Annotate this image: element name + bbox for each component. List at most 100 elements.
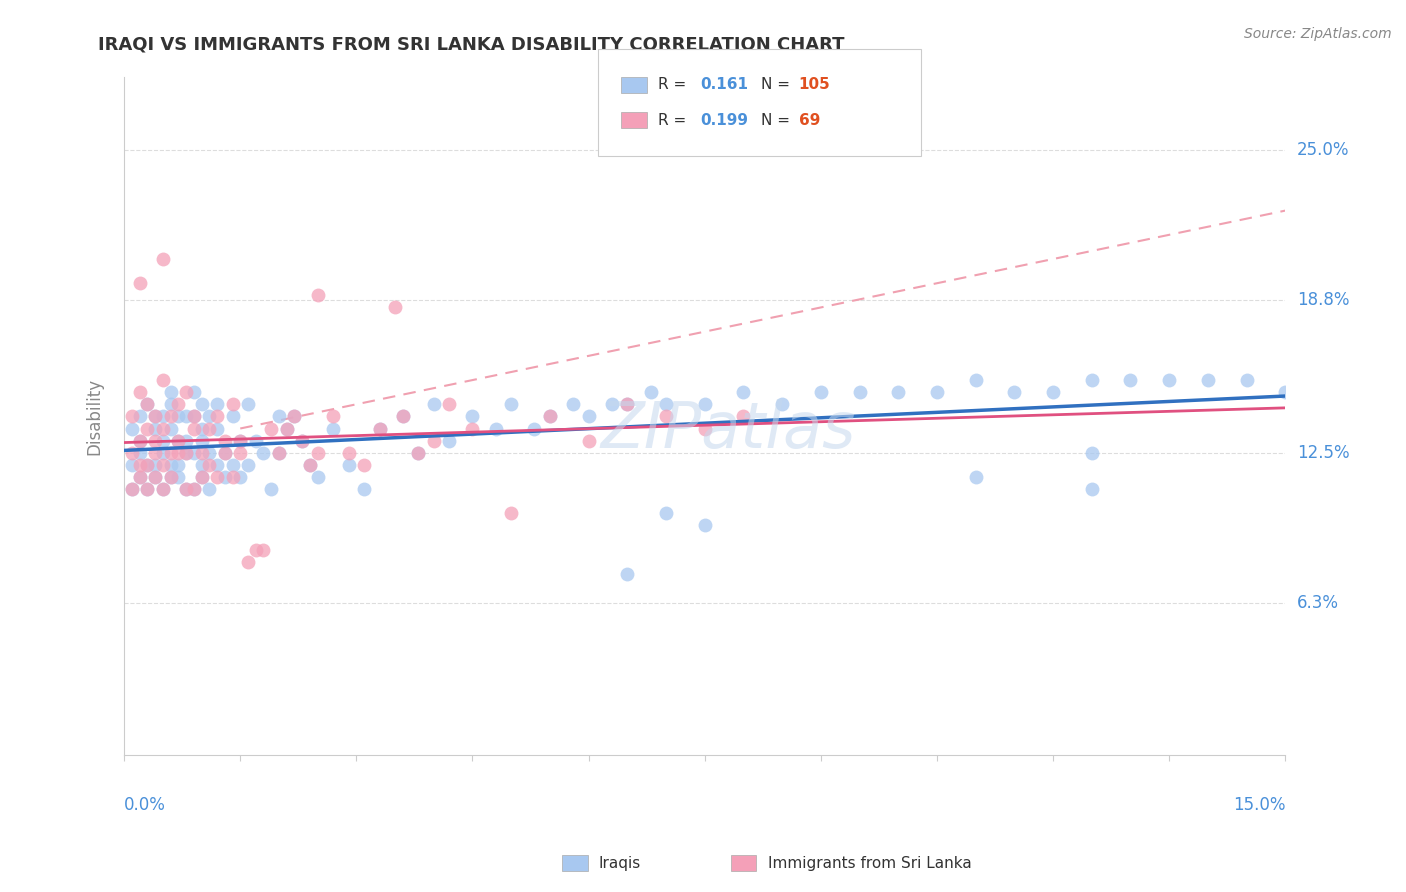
Point	[128, 385, 150, 400]
Point	[128, 434, 150, 448]
Point	[965, 470, 987, 484]
Point	[136, 397, 159, 411]
Point	[174, 434, 197, 448]
Point	[1236, 373, 1258, 387]
Text: 15.0%: 15.0%	[1233, 796, 1285, 814]
Point	[291, 434, 314, 448]
Point	[655, 397, 678, 411]
Point	[485, 421, 508, 435]
Point	[121, 482, 143, 496]
Point	[121, 421, 143, 435]
Point	[198, 458, 221, 472]
Point	[136, 421, 159, 435]
Point	[501, 506, 523, 520]
Point	[848, 385, 870, 400]
Point	[221, 470, 243, 484]
Point	[322, 421, 344, 435]
Point	[307, 288, 329, 302]
Point	[229, 446, 252, 460]
Point	[501, 397, 523, 411]
Point	[159, 470, 181, 484]
Point	[276, 421, 298, 435]
Point	[283, 409, 305, 424]
Point	[190, 421, 212, 435]
Point	[152, 252, 174, 266]
Point	[887, 385, 910, 400]
Point	[152, 458, 174, 472]
Point	[298, 458, 321, 472]
Point	[538, 409, 561, 424]
Text: Iraqis: Iraqis	[599, 856, 641, 871]
Point	[152, 482, 174, 496]
Point	[152, 482, 174, 496]
Point	[136, 397, 159, 411]
Point	[128, 470, 150, 484]
Y-axis label: Disability: Disability	[86, 378, 103, 455]
Point	[616, 397, 638, 411]
Point	[205, 458, 228, 472]
Point	[1081, 373, 1104, 387]
Point	[143, 421, 166, 435]
Text: Source: ZipAtlas.com: Source: ZipAtlas.com	[1244, 27, 1392, 41]
Point	[190, 470, 212, 484]
Point	[159, 470, 181, 484]
Point	[198, 421, 221, 435]
Point	[1119, 373, 1142, 387]
Point	[174, 482, 197, 496]
Point	[229, 434, 252, 448]
Point	[152, 373, 174, 387]
Point	[205, 421, 228, 435]
Text: R =: R =	[658, 78, 692, 92]
Point	[183, 385, 205, 400]
Point	[353, 458, 375, 472]
Point	[143, 409, 166, 424]
Point	[183, 421, 205, 435]
Point	[152, 434, 174, 448]
Point	[600, 397, 623, 411]
Point	[245, 542, 267, 557]
Point	[538, 409, 561, 424]
Point	[174, 385, 197, 400]
Point	[252, 446, 274, 460]
Point	[121, 482, 143, 496]
Point	[1274, 385, 1296, 400]
Point	[733, 409, 755, 424]
Point	[770, 397, 793, 411]
Point	[152, 409, 174, 424]
Point	[221, 397, 243, 411]
Text: 25.0%: 25.0%	[1296, 141, 1350, 159]
Point	[128, 446, 150, 460]
Point	[307, 446, 329, 460]
Point	[143, 446, 166, 460]
Point	[236, 555, 259, 569]
Point	[143, 458, 166, 472]
Point	[198, 409, 221, 424]
Point	[183, 482, 205, 496]
Point	[260, 482, 283, 496]
Point	[461, 409, 484, 424]
Text: ZIPatlas: ZIPatlas	[600, 399, 856, 461]
Point	[183, 482, 205, 496]
Point	[461, 421, 484, 435]
Point	[368, 421, 391, 435]
Point	[167, 397, 190, 411]
Point	[159, 458, 181, 472]
Point	[128, 470, 150, 484]
Point	[159, 446, 181, 460]
Point	[307, 470, 329, 484]
Point	[167, 458, 190, 472]
Point	[190, 397, 212, 411]
Point	[190, 434, 212, 448]
Point	[578, 409, 600, 424]
Point	[252, 542, 274, 557]
Point	[152, 446, 174, 460]
Point	[174, 446, 197, 460]
Point	[174, 446, 197, 460]
Point	[267, 409, 290, 424]
Point	[205, 409, 228, 424]
Point	[423, 434, 446, 448]
Point	[368, 421, 391, 435]
Point	[276, 421, 298, 435]
Point	[562, 397, 585, 411]
Point	[121, 458, 143, 472]
